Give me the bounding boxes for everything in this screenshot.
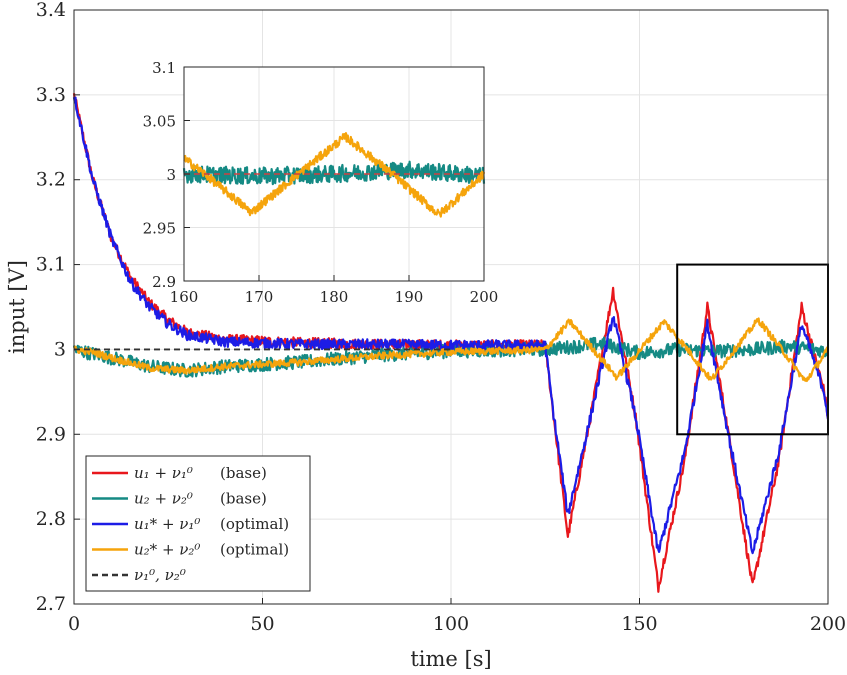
- inset-y-tick-label: 2.9: [152, 273, 176, 291]
- legend-label-u1_optimal: u₁* + ν₁⁰: [134, 515, 200, 533]
- inset-y-tick-label: 3.05: [143, 113, 176, 131]
- u2_optimal-line: [73, 317, 830, 383]
- legend: u₁ + ν₁⁰ (base) u₂ + ν₂⁰ (base) u₁* + ν₁⁰ (op…: [85, 455, 311, 592]
- main-y-tick-label: 3.1: [36, 254, 66, 276]
- inset-x-tick-label: 200: [470, 288, 499, 306]
- inset-x-tick-label: 190: [395, 288, 424, 306]
- inset-x-tick-label: 160: [170, 288, 199, 306]
- main-x-tick-label: 200: [810, 613, 846, 635]
- main-y-tick-label: 2.9: [36, 423, 66, 445]
- legend-tag-u2_optimal: (optimal): [220, 541, 289, 559]
- main-y-tick-label: 3.4: [36, 0, 66, 21]
- inset-ticks: 160 170 180 190 200 2.9 2.95 3 3.05 3.1: [143, 59, 499, 306]
- u1_optimal-line: [72, 96, 830, 555]
- legend-tag-u2_base: (base): [220, 490, 267, 508]
- main-y-tick-label: 3: [54, 338, 66, 360]
- inset-x-tick-label: 180: [320, 288, 349, 306]
- y-axis-label: input [V]: [5, 260, 29, 354]
- inset-axes: 160 170 180 190 200 2.9 2.95 3 3.05 3.1: [143, 59, 499, 306]
- main-series: [72, 93, 830, 593]
- main-y-tick-label: 2.7: [36, 593, 66, 615]
- inset-series: [182, 132, 486, 218]
- main-ticks: 0 50 100 150 200 2.7 2.8 2.9 3 3.1 3.2 3.3 3.4: [36, 0, 846, 635]
- legend-label-u2_optimal: u₂* + ν₂⁰: [134, 541, 200, 559]
- legend-tag-u1_optimal: (optimal): [220, 515, 289, 533]
- inset-x-tick-label: 170: [245, 288, 274, 306]
- u2_optimal-line-inset: [183, 132, 486, 218]
- main-y-tick-label: 3.3: [36, 84, 66, 106]
- legend-tag-u1_base: (base): [220, 464, 267, 482]
- legend-label-nu_reference: ν₁⁰, ν₂⁰: [134, 566, 186, 584]
- main-y-tick-label: 3.2: [36, 169, 66, 191]
- main-x-tick-label: 0: [68, 613, 80, 635]
- legend-label-u1_base: u₁ + ν₁⁰: [134, 464, 193, 482]
- main-x-tick-label: 100: [433, 613, 469, 635]
- main-x-tick-label: 50: [250, 613, 274, 635]
- legend-label-u2_base: u₂ + ν₂⁰: [134, 490, 193, 508]
- inset-y-tick-label: 3.1: [152, 59, 176, 77]
- main-x-tick-label: 150: [621, 613, 657, 635]
- inset-y-tick-label: 3: [166, 166, 176, 184]
- x-axis-label: time [s]: [410, 647, 491, 671]
- inset-y-tick-label: 2.95: [143, 220, 176, 238]
- main-y-tick-label: 2.8: [36, 508, 66, 530]
